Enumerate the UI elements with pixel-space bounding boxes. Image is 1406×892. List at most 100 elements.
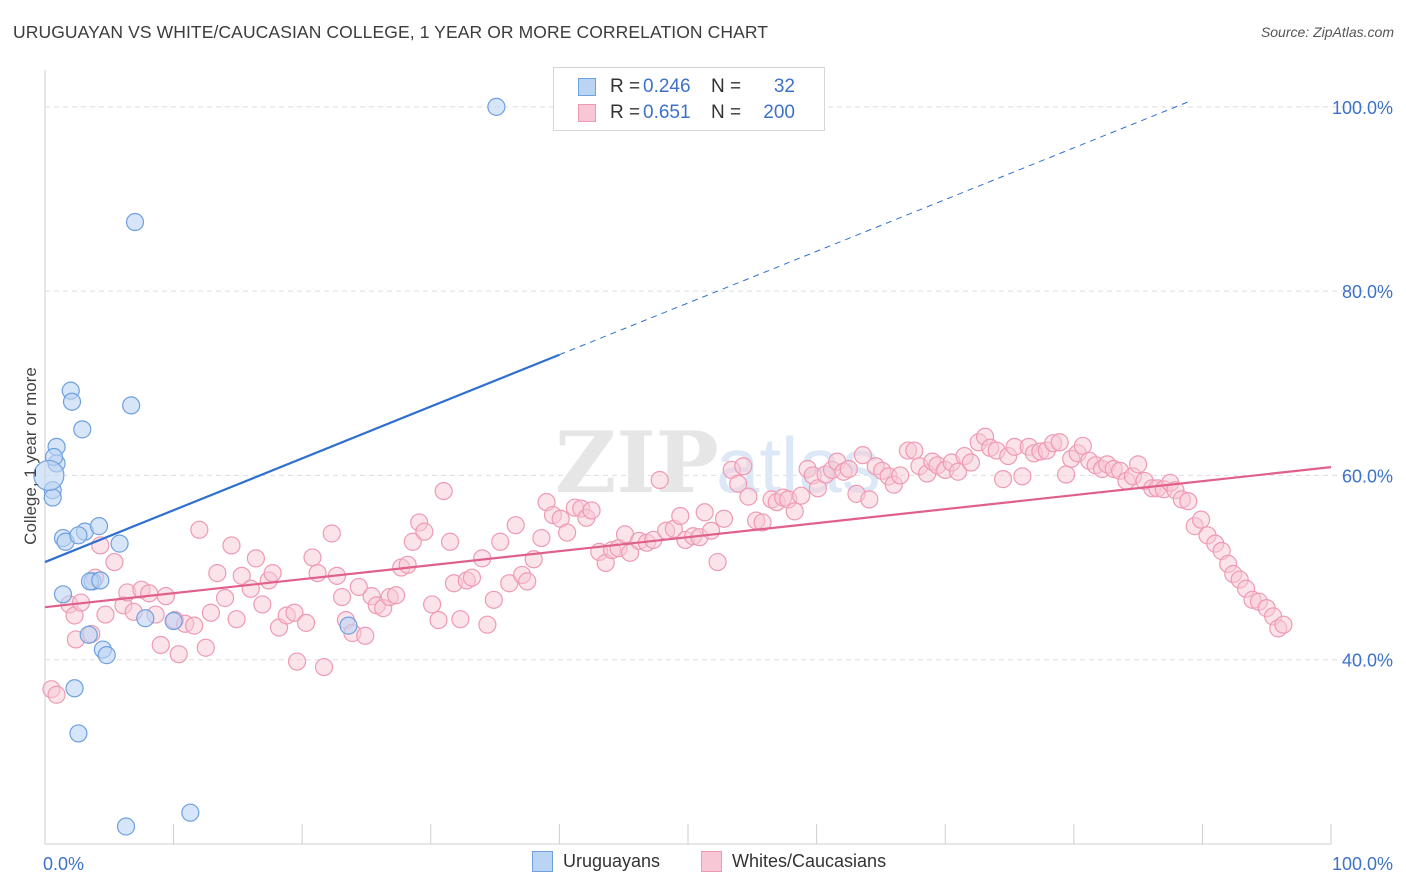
y-tick-label: 40.0% xyxy=(1342,651,1393,671)
data-point-uruguayans xyxy=(91,571,110,590)
data-point-whites xyxy=(558,523,577,542)
data-point-uruguayans xyxy=(33,459,65,492)
data-point-uruguayans xyxy=(136,609,155,628)
data-point-whites xyxy=(208,563,227,583)
y-axis-label: College, 1 year or more xyxy=(21,367,40,545)
tick-labels: 40.0% 60.0% 80.0% 100.0% 0.0% 100.0% xyxy=(43,98,1393,874)
data-point-whites xyxy=(853,446,872,465)
legend-r-value: 0.651 xyxy=(643,102,691,123)
data-point-whites xyxy=(1274,615,1293,634)
data-point-whites xyxy=(948,462,968,481)
data-point-uruguayans xyxy=(43,488,62,507)
data-point-whites xyxy=(961,453,981,472)
data-point-whites xyxy=(734,457,753,476)
legend-r-label: R = xyxy=(610,102,641,123)
data-point-whites xyxy=(47,685,66,704)
data-point-whites xyxy=(500,574,519,593)
data-point-whites xyxy=(714,509,734,528)
data-point-uruguayans xyxy=(122,396,141,415)
data-point-whites xyxy=(582,501,601,520)
data-point-whites xyxy=(415,522,434,541)
data-point-uruguayans xyxy=(487,97,506,116)
data-point-whites xyxy=(650,470,669,490)
data-point-uruguayans xyxy=(73,420,92,439)
data-point-whites xyxy=(506,516,525,535)
data-point-whites xyxy=(1128,455,1148,474)
series-legend-uruguayans: Uruguayans xyxy=(532,851,660,872)
data-point-whites xyxy=(185,616,204,635)
legend-r-label: R = xyxy=(610,76,641,97)
legend-r-value: 0.246 xyxy=(643,76,691,97)
legend-row-whites: R = 0.651 N = 200 xyxy=(578,101,795,125)
data-point-whites xyxy=(792,486,811,505)
legend-swatch-uruguayans xyxy=(578,78,596,96)
data-point-whites xyxy=(695,503,714,522)
data-point-whites xyxy=(196,638,215,657)
data-point-whites xyxy=(356,626,375,645)
data-point-whites xyxy=(246,549,266,568)
trend-line-uruguayans xyxy=(44,353,560,564)
series-whites-points xyxy=(42,427,1293,704)
data-point-whites xyxy=(151,635,170,655)
data-point-whites xyxy=(860,490,879,509)
data-point-whites xyxy=(263,563,282,583)
data-point-whites xyxy=(1192,510,1211,529)
data-point-uruguayans xyxy=(116,817,136,836)
x-tick-label: 100.0% xyxy=(1332,854,1393,874)
y-tick-label: 80.0% xyxy=(1342,282,1393,302)
data-point-uruguayans xyxy=(339,616,358,635)
data-point-whites xyxy=(156,587,175,606)
legend-n-value: 200 xyxy=(763,102,795,123)
data-point-whites xyxy=(296,613,316,632)
data-point-whites xyxy=(314,657,334,677)
trend-line-whites xyxy=(44,466,1332,609)
trend-line-uruguayans-projection xyxy=(559,100,1190,356)
data-point-uruguayans xyxy=(69,526,88,545)
data-point-whites xyxy=(993,470,1013,489)
data-point-whites xyxy=(349,577,368,597)
data-point-whites xyxy=(808,479,827,498)
data-point-whites xyxy=(1179,492,1198,511)
data-point-whites xyxy=(222,536,241,555)
data-point-whites xyxy=(105,552,124,572)
legend: R = 0.246 N = 32 R = 0.651 N = 200 xyxy=(553,67,825,131)
series-legend-whites: Whites/Caucasians xyxy=(701,851,886,872)
data-point-whites xyxy=(839,459,858,479)
y-tick-label: 100.0% xyxy=(1332,98,1393,118)
data-point-uruguayans xyxy=(53,585,73,604)
chart-title: URUGUAYAN VS WHITE/CAUCASIAN COLLEGE, 1 … xyxy=(13,22,769,42)
data-point-whites xyxy=(398,555,417,574)
data-point-whites xyxy=(1013,467,1032,486)
data-point-whites xyxy=(451,610,470,629)
data-point-whites xyxy=(403,532,422,551)
data-point-whites xyxy=(287,652,307,671)
legend-swatch-whites xyxy=(578,104,596,122)
data-point-whites xyxy=(484,590,503,609)
data-point-whites xyxy=(322,524,341,543)
data-point-whites xyxy=(434,481,453,501)
data-point-uruguayans xyxy=(181,803,200,822)
series-legend-label-uruguayans: Uruguayans xyxy=(563,851,661,871)
data-point-uruguayans xyxy=(69,724,88,743)
series-legend-swatch-whites xyxy=(701,851,722,872)
data-point-whites xyxy=(440,532,460,551)
x-tick-label: 0.0% xyxy=(43,854,84,874)
data-point-uruguayans xyxy=(89,517,109,536)
data-point-whites xyxy=(140,584,159,603)
chart-source: Source: ZipAtlas.com xyxy=(1260,24,1394,40)
data-point-uruguayans xyxy=(97,646,116,665)
data-point-uruguayans xyxy=(65,679,84,698)
data-point-whites xyxy=(478,615,497,634)
y-tick-label: 60.0% xyxy=(1342,466,1393,486)
data-point-whites xyxy=(215,588,235,608)
data-point-whites xyxy=(702,521,721,540)
data-point-whites xyxy=(739,487,758,506)
data-point-uruguayans xyxy=(125,212,145,232)
legend-n-value: 32 xyxy=(773,76,795,97)
data-point-whites xyxy=(285,603,304,622)
data-point-whites xyxy=(422,595,442,614)
data-point-whites xyxy=(96,605,115,624)
data-point-whites xyxy=(1050,433,1069,452)
data-point-whites xyxy=(491,532,510,551)
